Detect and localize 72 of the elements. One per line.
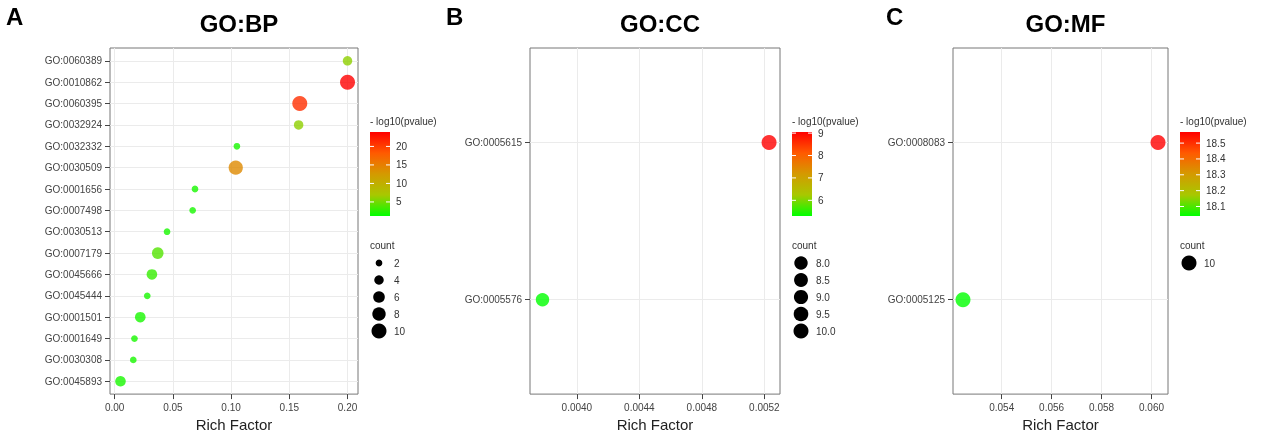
y-tick-label: GO:0030513 (44, 226, 103, 238)
x-axis-title: Rich Factor (195, 416, 273, 433)
x-axis-title: Rich Factor (1022, 416, 1099, 433)
text: A (6, 2, 24, 30)
y-tick-label: GO:0060395 (44, 98, 103, 110)
legend-label: 4 (394, 274, 400, 286)
color-bar-label: 7 (818, 172, 824, 184)
x-tick-label: 0.20 (337, 401, 358, 413)
color-bar-label: 18.5 (1206, 137, 1226, 149)
legend-label: 9.0 (816, 291, 831, 303)
chart-title: GO:MF (1025, 9, 1106, 37)
legend-label: 2 (394, 257, 400, 269)
color-bar-title: - log10(pvalue) (370, 115, 437, 127)
y-tick-label: GO:0001649 (44, 333, 103, 345)
legend-title: count (792, 239, 817, 251)
legend-label: 10 (1204, 257, 1216, 269)
y-tick-label: GO:0007179 (44, 247, 103, 259)
color-bar-label: 20 (396, 140, 408, 152)
y-tick-label: GO:0007498 (44, 204, 103, 216)
x-tick-label: 0.15 (279, 401, 300, 413)
color-bar-title: - log10(pvalue) (1180, 115, 1247, 127)
legend-label: 8.5 (816, 274, 831, 286)
x-tick-label: 0.0048 (686, 401, 718, 413)
x-tick-label: 0.0052 (749, 401, 781, 413)
legend-title: count (370, 239, 395, 251)
x-tick-label: 0.054 (989, 401, 1015, 413)
color-bar-label: 6 (818, 194, 824, 206)
y-tick-label: GO:0060389 (44, 55, 103, 67)
color-bar-label: 18.1 (1206, 200, 1226, 212)
legend-label: 8.0 (816, 257, 831, 269)
chart-title: GO:CC (620, 9, 700, 37)
x-tick-label: 0.0044 (624, 401, 656, 413)
y-tick-label: GO:0005576 (464, 294, 523, 306)
text: B (446, 2, 464, 30)
legend-label: 6 (394, 291, 400, 303)
x-tick-label: 0.060 (1139, 401, 1165, 413)
y-tick-label: GO:0001501 (44, 311, 103, 323)
legend-label: 8 (394, 308, 400, 320)
y-tick-label: GO:0045444 (44, 290, 103, 302)
y-tick-label: GO:0032332 (44, 140, 103, 152)
y-tick-label: GO:0045666 (44, 268, 103, 280)
y-tick-label: GO:0030308 (44, 354, 103, 366)
y-tick-label: GO:0008083 (887, 136, 946, 148)
y-tick-label: GO:0005615 (464, 136, 523, 148)
color-bar-label: 10 (396, 177, 408, 189)
color-bar-label: 9 (818, 127, 824, 139)
x-tick-label: 0.056 (1039, 401, 1065, 413)
y-tick-label: GO:0001656 (44, 183, 103, 195)
y-tick-label: GO:0010862 (44, 76, 103, 88)
legend-title: count (1180, 239, 1205, 251)
legend-label: 10 (394, 325, 406, 337)
legend-label: 10.0 (816, 325, 836, 337)
text: C (886, 2, 904, 30)
x-tick-label: 0.0040 (561, 401, 593, 413)
color-bar-label: 18.4 (1206, 153, 1226, 165)
x-tick-label: 0.058 (1089, 401, 1115, 413)
x-tick-label: 0.00 (104, 401, 125, 413)
chart-title: GO:BP (199, 9, 279, 37)
color-bar-label: 15 (396, 159, 408, 171)
color-bar-label: 8 (818, 150, 824, 162)
color-bar-label: 18.2 (1206, 185, 1226, 197)
x-tick-label: 0.10 (221, 401, 242, 413)
legend-label: 9.5 (816, 308, 831, 320)
color-bar-label: 5 (396, 196, 402, 208)
x-axis-title: Rich Factor (616, 416, 694, 433)
x-tick-label: 0.05 (163, 401, 184, 413)
y-tick-label: GO:0032924 (44, 119, 103, 131)
color-bar-label: 18.3 (1206, 169, 1226, 181)
y-tick-label: GO:0005125 (887, 294, 946, 306)
color-bar-title: - log10(pvalue) (792, 115, 859, 127)
y-tick-label: GO:0045893 (44, 375, 103, 387)
y-tick-label: GO:0030509 (44, 162, 103, 174)
